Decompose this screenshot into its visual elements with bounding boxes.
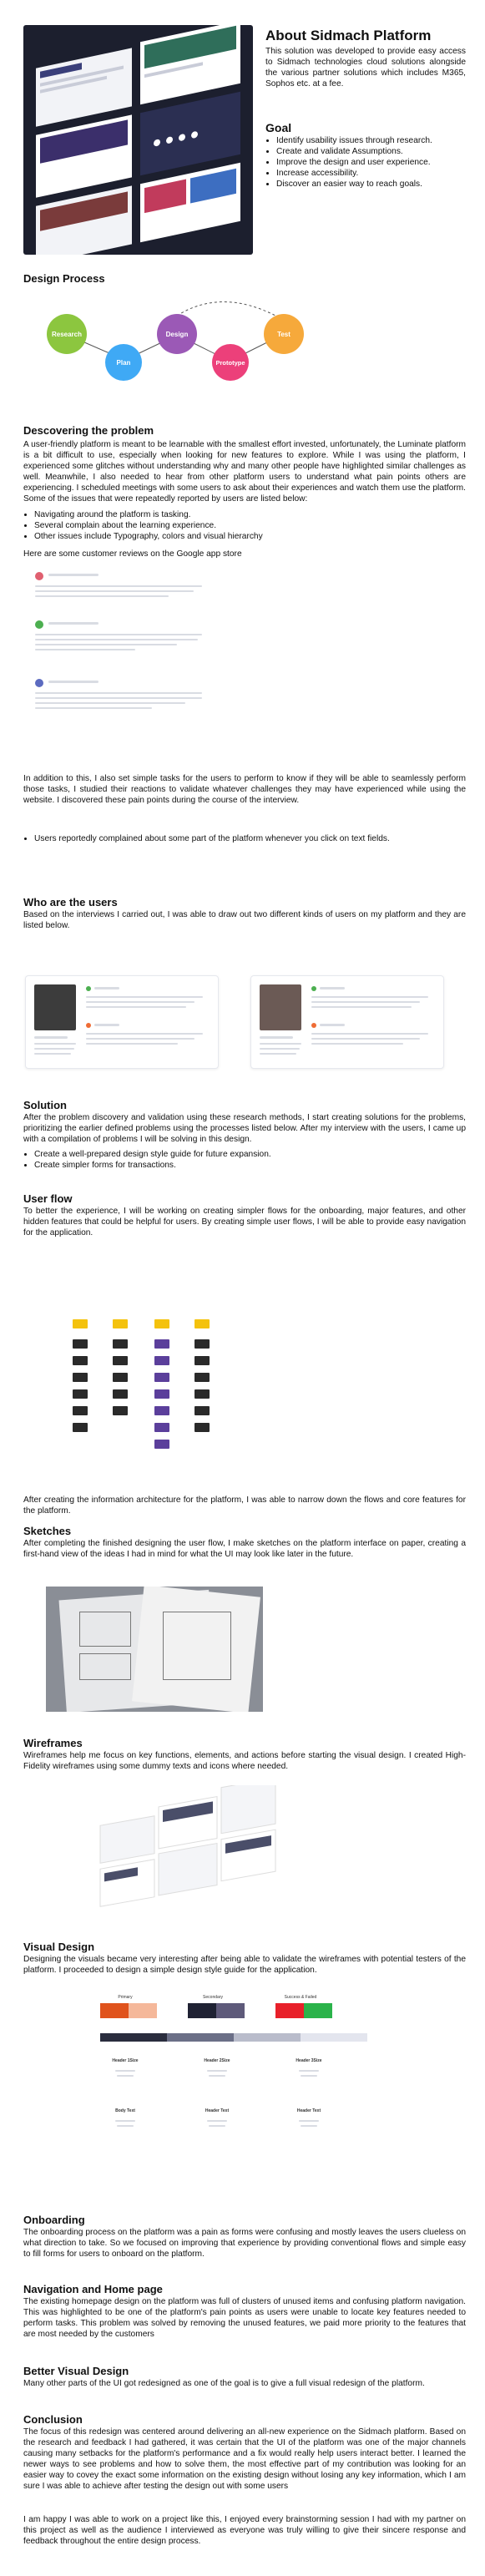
visual-title: Visual Design	[23, 1941, 95, 1953]
swatch-neutral-4	[301, 2033, 367, 2042]
process-step-prototype: Prototype	[212, 344, 249, 381]
conclusion-body-2: I am happy I was able to work on a proje…	[23, 2515, 466, 2546]
persona-card-2	[250, 975, 444, 1069]
swatch-primary-1	[100, 2003, 129, 2018]
users-body: Based on the interviews I carried out, I…	[23, 910, 466, 930]
onboarding-title: Onboarding	[23, 2214, 85, 2226]
swatch-neutral-3	[234, 2033, 301, 2042]
issue-item: Several complain about the learning expe…	[34, 520, 468, 531]
userflow-diagram	[63, 1309, 271, 1468]
swatch-neutral-1	[100, 2033, 167, 2042]
issues-list: Navigating around the platform is taskin…	[23, 509, 468, 542]
discovering-followup: In addition to this, I also set simple t…	[23, 774, 466, 805]
goal-item: Increase accessibility.	[276, 168, 477, 179]
swatch-secondary-1	[188, 2003, 216, 2018]
conclusion-body-1: The focus of this redesign was centered …	[23, 2427, 466, 2491]
swatch-success	[304, 2003, 332, 2018]
goal-item: Identify usability issues through resear…	[276, 135, 477, 146]
navigation-title: Navigation and Home page	[23, 2283, 163, 2295]
type-sample-h1: Header 1Size	[112, 2058, 139, 2063]
type-sample-header-a: Header Text	[205, 2108, 230, 2113]
swatch-secondary-2	[216, 2003, 245, 2018]
userflow-title: User flow	[23, 1192, 73, 1205]
style-guide: Primary Secondary Success & Failed Heade…	[92, 1991, 376, 2158]
wireframes-image	[92, 1777, 284, 1919]
process-step-research: Research	[47, 314, 87, 354]
swatch-neutral-2	[167, 2033, 234, 2042]
sketches-title: Sketches	[23, 1525, 72, 1537]
type-sample-h2: Header 2Size	[204, 2058, 230, 2063]
followup-issue-item: Users reportedly complained about some p…	[34, 833, 468, 844]
sketches-body: After completing the finished designing …	[23, 1539, 466, 1559]
navigation-body: The existing homepage design on the plat…	[23, 2297, 466, 2339]
issue-item: Navigating around the platform is taskin…	[34, 509, 468, 520]
goal-item: Create and validate Assumptions.	[276, 146, 477, 157]
solution-body: After the problem discovery and validati…	[23, 1113, 466, 1144]
process-loop-arrow	[176, 301, 276, 316]
review-avatar	[35, 679, 43, 687]
discovering-body: A user-friendly platform is meant to be …	[23, 440, 466, 504]
persona-card-1	[25, 975, 219, 1069]
hero-mockup-image	[23, 25, 253, 255]
users-title: Who are the users	[23, 896, 118, 908]
persona-photo	[34, 984, 76, 1030]
solution-title: Solution	[23, 1099, 67, 1111]
process-step-test: Test	[264, 314, 304, 354]
issue-item: Other issues include Typography, colors …	[34, 531, 468, 542]
wireframes-title: Wireframes	[23, 1737, 83, 1749]
type-sample-h3: Header 3Size	[296, 2058, 322, 2063]
goals-icon	[311, 986, 316, 991]
solution-item: Create a well-prepared design style guid…	[34, 1149, 468, 1160]
about-intro: This solution was developed to provide e…	[265, 47, 466, 89]
svg-text:Design: Design	[166, 331, 189, 338]
solution-item: Create simpler forms for transactions.	[34, 1160, 468, 1171]
goals-icon	[86, 986, 91, 991]
customer-reviews-image	[23, 564, 211, 731]
userflow-body: To better the experience, I will be work…	[23, 1207, 466, 1237]
about-title: About Sidmach Platform	[265, 28, 432, 43]
svg-text:Test: Test	[277, 331, 290, 338]
persona-photo	[260, 984, 301, 1030]
goal-item: Improve the design and user experience.	[276, 157, 477, 168]
design-process-title: Design Process	[23, 272, 105, 285]
review-avatar	[35, 620, 43, 629]
goal-item: Discover an easier way to reach goals.	[276, 179, 477, 190]
goal-title: Goal	[265, 121, 292, 134]
svg-text:Prototype: Prototype	[215, 359, 245, 367]
review-avatar	[35, 572, 43, 580]
sketches-photo	[46, 1587, 263, 1712]
onboarding-body: The onboarding process on the platform w…	[23, 2228, 466, 2259]
swatch-failed	[275, 2003, 304, 2018]
type-sample-header-b: Header Text	[296, 2108, 321, 2113]
palette-label-secondary: Secondary	[203, 1995, 223, 2000]
reviews-intro: Here are some customer reviews on the Go…	[23, 549, 242, 559]
svg-text:Research: Research	[52, 331, 82, 338]
goal-list: Identify usability issues through resear…	[265, 135, 477, 190]
design-process-diagram: Research Plan Design Prototype Test	[47, 301, 304, 381]
userflow-after: After creating the information architect…	[23, 1495, 466, 1516]
swatch-primary-2	[129, 2003, 157, 2018]
discovering-title: Descovering the problem	[23, 424, 154, 437]
solution-list: Create a well-prepared design style guid…	[23, 1149, 468, 1171]
hero-mockup-illustration	[36, 25, 240, 255]
followup-issues-list: Users reportedly complained about some p…	[23, 833, 468, 844]
type-sample-body: Body Text	[115, 2108, 135, 2113]
better-visual-title: Better Visual Design	[23, 2365, 129, 2377]
process-step-plan: Plan	[105, 344, 142, 381]
frustrations-icon	[311, 1023, 316, 1028]
frustrations-icon	[86, 1023, 91, 1028]
palette-label-primary: Primary	[118, 1995, 133, 2000]
svg-text:Plan: Plan	[117, 359, 131, 367]
process-step-design: Design	[157, 314, 197, 354]
conclusion-title: Conclusion	[23, 2413, 83, 2426]
wireframes-body: Wireframes help me focus on key function…	[23, 1751, 466, 1771]
visual-body: Designing the visuals became very intere…	[23, 1955, 466, 1975]
palette-label-success-failed: Success & Failed	[284, 1995, 317, 2000]
better-visual-body: Many other parts of the UI got redesigne…	[23, 2379, 425, 2388]
